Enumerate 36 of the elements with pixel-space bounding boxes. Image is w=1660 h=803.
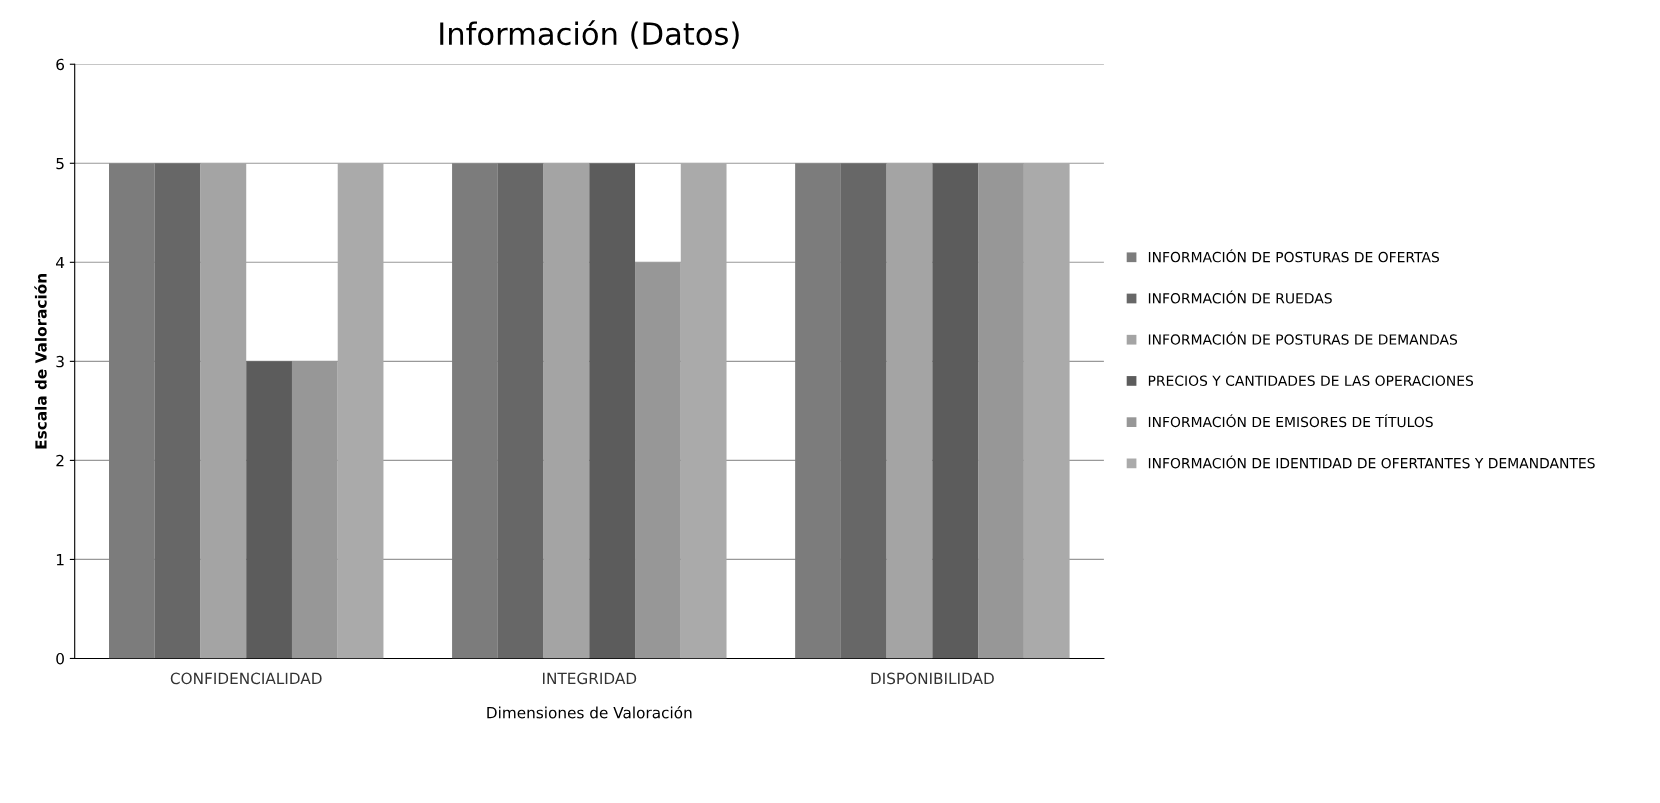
bar [840,163,887,659]
legend-label: INFORMACIÓN DE POSTURAS DE OFERTAS [1148,249,1440,263]
bar [452,163,498,659]
x-tick-label: DISPONIBILIDAD [871,672,994,685]
bar [154,163,201,659]
bar [246,361,292,659]
bar [589,163,636,659]
x-tick-label: CONFIDENCIALIDAD [170,672,322,685]
y-tick-label: 2 [56,454,64,467]
y-tick-label: 1 [56,554,64,566]
legend-label: INFORMACIÓN DE IDENTIDAD DE OFERTANTES Y DEMANDANTES [1148,455,1595,469]
bar [497,163,544,659]
x-axis-title: Dimensiones de Valoración [487,705,692,719]
legend-label: INFORMACIÓN DE EMISORES DE TÍTULOS [1148,414,1433,428]
y-tick-label: 5 [56,157,64,170]
bar [886,163,933,659]
y-tick-label: 3 [56,355,64,368]
y-tick-label: 4 [56,256,65,269]
bar [1023,163,1070,659]
legend-label: INFORMACIÓN DE POSTURAS DE DEMANDAS [1148,331,1458,345]
bar [109,163,155,659]
bar [680,163,727,659]
y-tick-label: 0 [56,652,64,665]
bar [291,361,338,659]
bar [795,163,841,659]
bar [543,163,590,659]
legend-label: PRECIOS Y CANTIDADES DE LAS OPERACIONES [1148,375,1474,386]
bar [635,262,681,659]
legend-label: INFORMACIÓN DE RUEDAS [1148,290,1332,304]
y-axis-title: Escala de Valoración [34,274,47,449]
y-tick-label: 6 [56,58,65,71]
bar [337,163,384,659]
bar [978,163,1024,659]
bar [932,163,979,659]
x-tick-label: INTEGRIDAD [543,672,637,685]
chart-title: Información (Datos) [440,20,739,49]
